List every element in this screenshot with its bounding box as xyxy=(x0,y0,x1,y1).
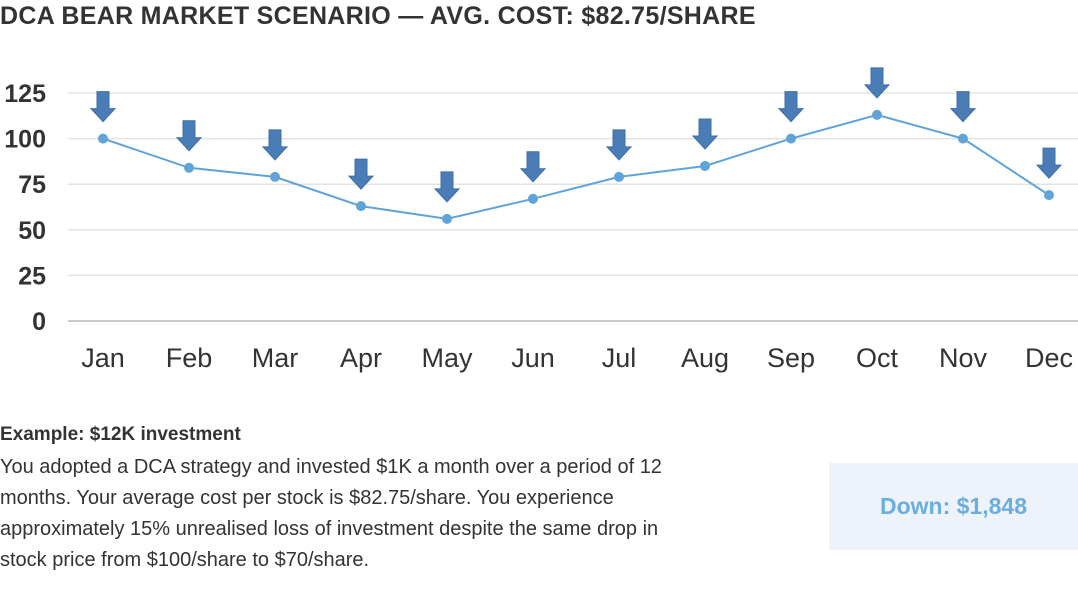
buy-arrow-icon xyxy=(863,67,891,99)
y-tick-label: 100 xyxy=(4,126,46,154)
buy-arrow-icon xyxy=(1035,147,1063,179)
x-tick-label: Dec xyxy=(1025,343,1073,373)
buy-arrow-icon xyxy=(691,118,719,150)
example-line: months. Your average cost per stock is $… xyxy=(0,487,614,509)
y-tick-label: 50 xyxy=(18,217,46,245)
x-tick-label: Sep xyxy=(767,343,815,373)
result-callout-text: Down: $1,848 xyxy=(880,493,1027,519)
example-line: approximately 15% unrealised loss of inv… xyxy=(0,518,659,540)
data-point xyxy=(786,133,796,144)
buy-arrow-icon xyxy=(949,91,977,123)
data-point xyxy=(270,171,280,182)
x-tick-label: Jan xyxy=(81,343,125,373)
example-line: stock price from $100/share to $70/share… xyxy=(0,549,370,571)
data-point xyxy=(700,160,710,171)
example-body: You adopted a DCA strategy and invested … xyxy=(0,452,800,576)
data-point xyxy=(614,171,624,182)
buy-arrow-icon xyxy=(347,158,375,190)
x-tick-label: Mar xyxy=(252,343,299,373)
data-point xyxy=(958,133,968,144)
data-point xyxy=(184,162,194,173)
x-tick-label: Aug xyxy=(681,343,729,373)
data-point xyxy=(442,213,452,224)
y-tick-label: 25 xyxy=(18,262,46,290)
x-tick-label: Jun xyxy=(511,343,555,373)
y-tick-label: 125 xyxy=(4,80,46,108)
x-tick-label: Oct xyxy=(856,343,899,373)
example-heading: Example: $12K investment xyxy=(0,424,241,445)
data-point xyxy=(98,133,108,144)
data-point xyxy=(1044,190,1054,201)
y-tick-label: 75 xyxy=(18,171,46,199)
buy-arrow-icon xyxy=(261,129,289,161)
buy-arrow-icon xyxy=(605,129,633,161)
example-line: You adopted a DCA strategy and invested … xyxy=(0,456,662,478)
buy-arrow-icon xyxy=(433,171,461,203)
data-point xyxy=(528,193,538,204)
data-point xyxy=(356,201,366,212)
result-callout: Down: $1,848 xyxy=(829,463,1078,550)
buy-arrow-icon xyxy=(89,91,117,123)
x-tick-label: May xyxy=(421,343,473,373)
x-tick-label: Apr xyxy=(340,343,382,373)
x-tick-label: Nov xyxy=(939,343,988,373)
buy-arrow-icon xyxy=(519,151,547,183)
series-line xyxy=(102,113,1050,220)
page-title: DCA BEAR MARKET SCENARIO — AVG. COST: $8… xyxy=(0,2,756,30)
buy-arrow-icon xyxy=(777,91,805,123)
buy-arrow-icon xyxy=(175,120,203,152)
x-tick-label: Feb xyxy=(166,343,213,373)
line-chart: 0 25 50 75 100 125 Jan Feb Mar Apr May Jun Jul Aug Se… xyxy=(4,67,1078,373)
x-tick-label: Jul xyxy=(602,343,637,373)
data-point xyxy=(872,109,882,120)
y-tick-label: 0 xyxy=(32,308,46,336)
